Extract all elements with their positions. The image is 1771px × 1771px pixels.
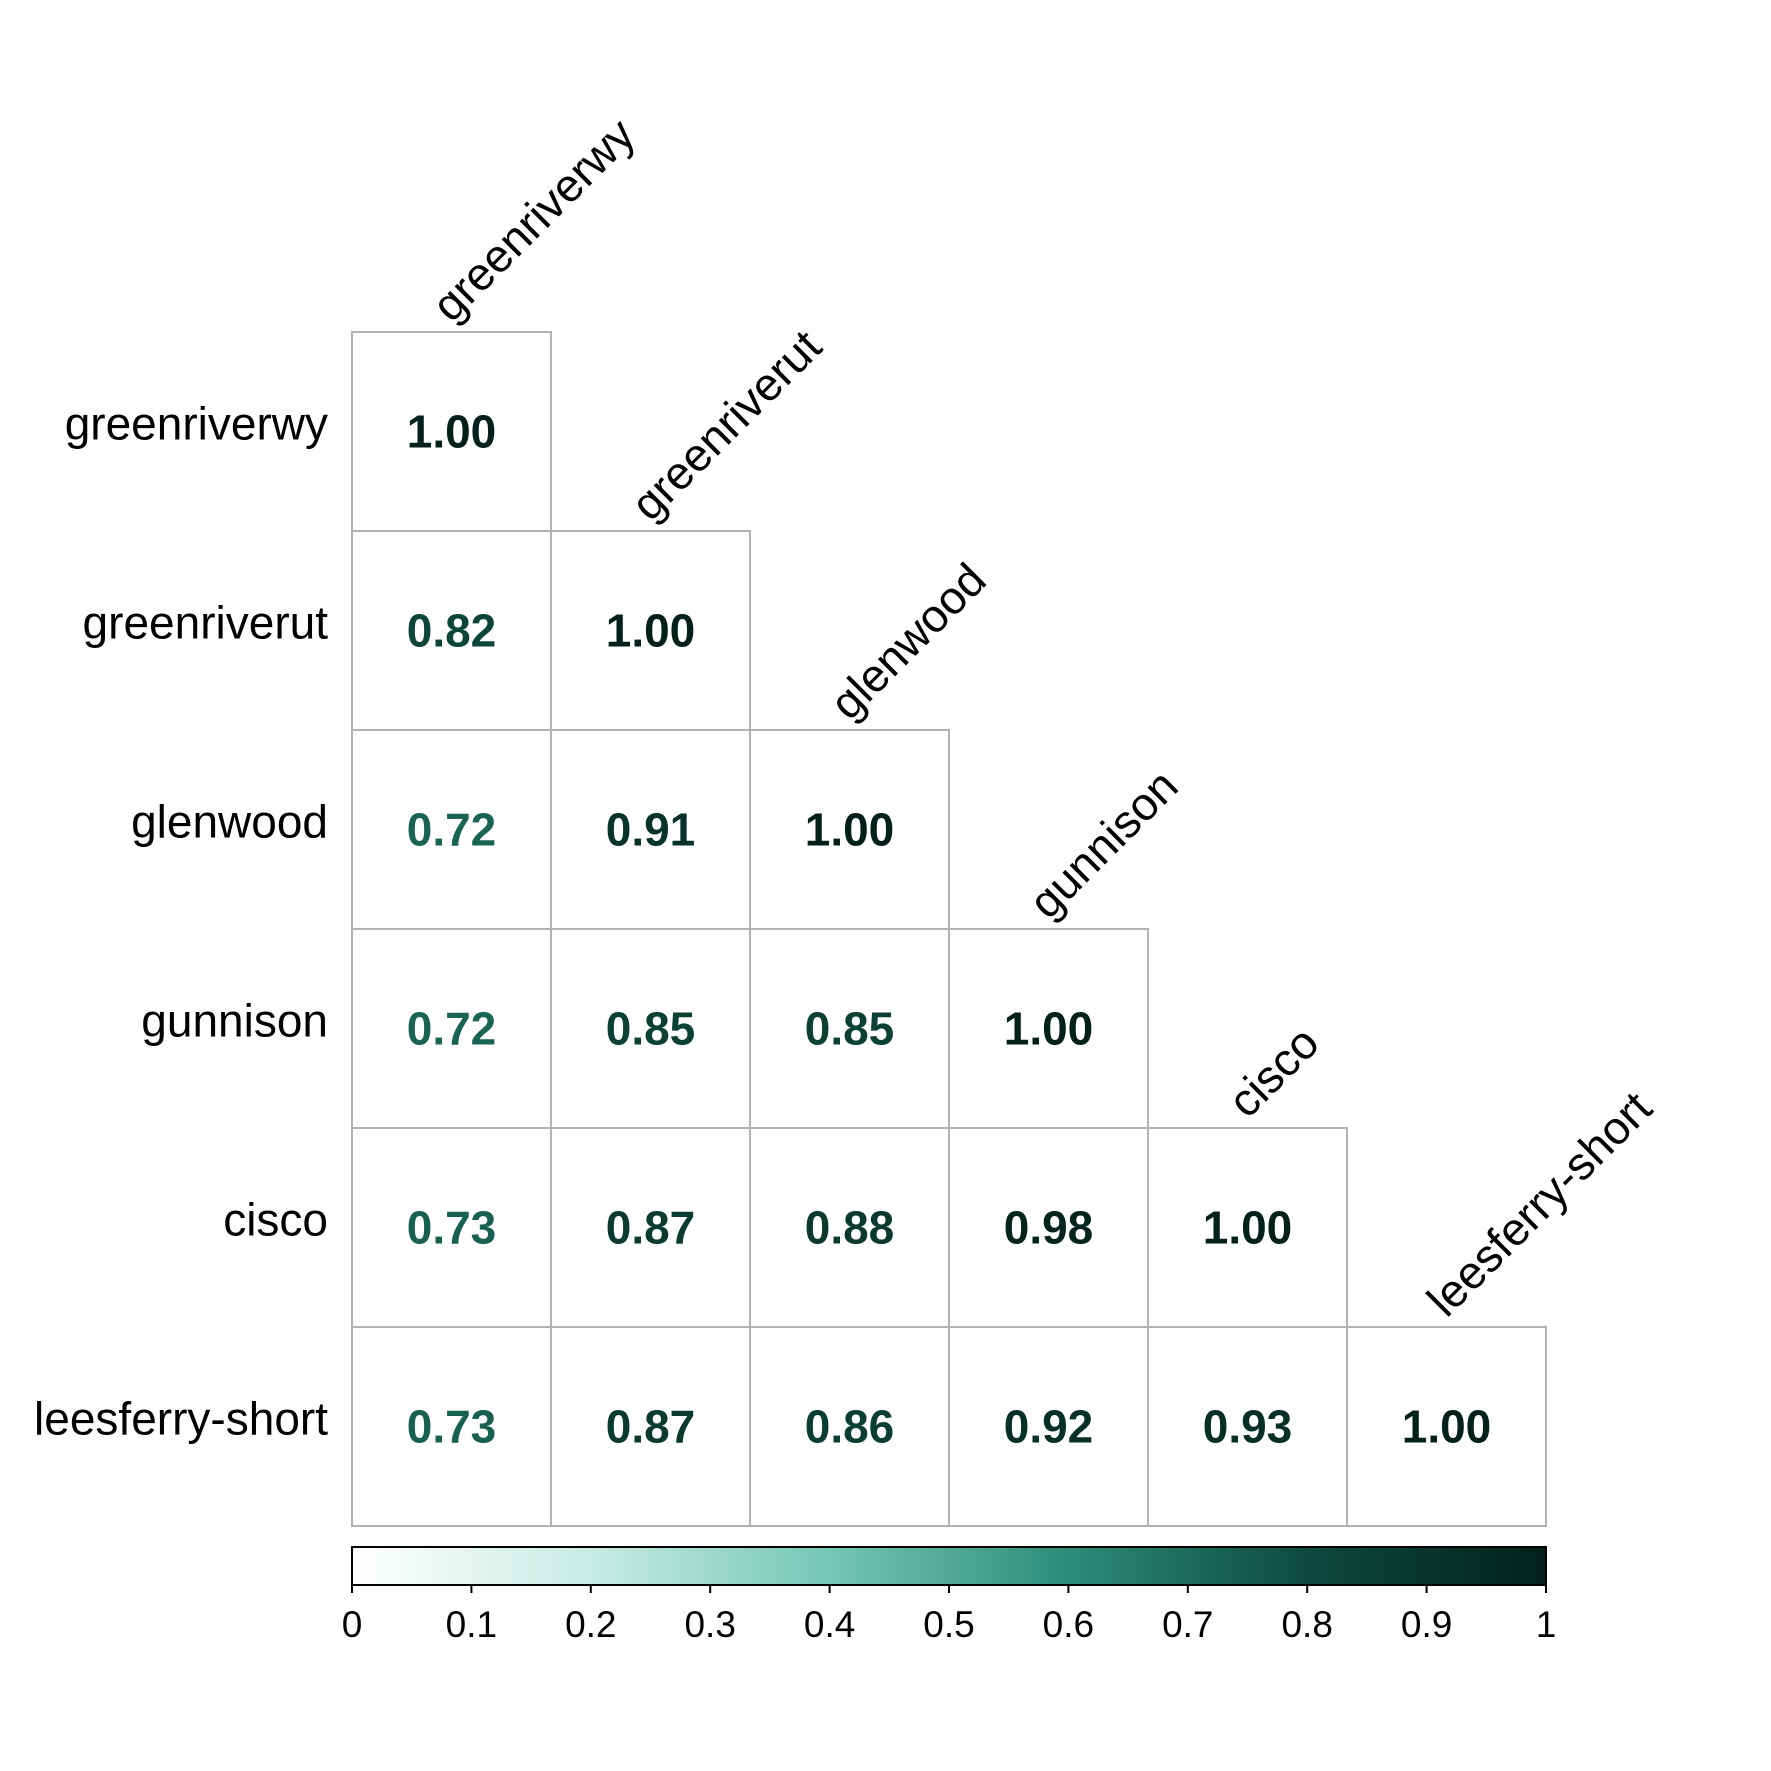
column-label-gunnison: gunnison [1019, 759, 1188, 928]
matrix-cell-gunnison-gunnison [948, 928, 1149, 1129]
matrix-cell-cisco-greenriverut [550, 1127, 751, 1328]
cell-value-greenriverwy-greenriverwy: 1.00 [407, 406, 497, 458]
cell-value-leesferry-short-greenriverut: 0.87 [606, 1401, 696, 1453]
colorbar: 0 0.1 0.2 0.3 0.4 0.5 0.6 0.7 0.8 0.9 1 [342, 1546, 1557, 1645]
colorbar-tick-label: 0.1 [446, 1604, 497, 1645]
row-label-greenriverut: greenriverut [83, 597, 329, 649]
cell-value-glenwood-greenriverwy: 0.72 [407, 804, 497, 856]
matrix-cell-greenriverut-greenriverwy [351, 530, 552, 731]
matrix-cell-leesferry-short-greenriverwy [351, 1326, 552, 1527]
row-label-glenwood: glenwood [131, 796, 328, 848]
matrix-cell-leesferry-short-greenriverut [550, 1326, 751, 1527]
colorbar-tick-label: 0.2 [565, 1604, 616, 1645]
row-labels: greenriverwy greenriverut glenwood gunnison… [34, 398, 328, 1445]
matrix-cell-leesferry-short-glenwood [749, 1326, 950, 1527]
cell-value-greenriverut-greenriverut: 1.00 [606, 605, 696, 657]
cell-value-glenwood-greenriverut: 0.91 [606, 804, 696, 856]
matrix-cell-greenriverut-greenriverut [550, 530, 751, 731]
row-label-gunnison: gunnison [141, 995, 328, 1047]
column-label-leesferry-short: leesferry-short [1417, 1081, 1662, 1326]
cell-value-gunnison-greenriverwy: 0.72 [407, 1003, 497, 1055]
cell-value-leesferry-short-glenwood: 0.86 [805, 1401, 895, 1453]
matrix-cell-leesferry-short-cisco [1147, 1326, 1348, 1527]
cell-value-cisco-greenriverut: 0.87 [606, 1202, 696, 1254]
cell-value-gunnison-gunnison: 1.00 [1004, 1003, 1094, 1055]
matrix-cell-cisco-cisco [1147, 1127, 1348, 1328]
column-label-glenwood: glenwood [820, 553, 996, 729]
matrix-cell-cisco-glenwood [749, 1127, 950, 1328]
colorbar-tick-label: 0.5 [923, 1604, 974, 1645]
matrix-cell-glenwood-greenriverut [550, 729, 751, 930]
colorbar-tick-label: 0.4 [804, 1604, 855, 1645]
row-label-cisco: cisco [223, 1194, 328, 1246]
matrix-cell-leesferry-short-leesferry-short [1346, 1326, 1547, 1527]
cell-value-leesferry-short-leesferry-short: 1.00 [1402, 1401, 1492, 1453]
colorbar-tick-label: 1 [1536, 1604, 1557, 1645]
cell-value-cisco-greenriverwy: 0.73 [407, 1202, 497, 1254]
colorbar-gradient [351, 1546, 1547, 1586]
colorbar-tick-label: 0 [342, 1604, 363, 1645]
cell-value-glenwood-glenwood: 1.00 [805, 804, 895, 856]
matrix-cell-glenwood-greenriverwy [351, 729, 552, 930]
matrix-cells: 1.00 0.82 1.00 0.72 0.91 1.00 0.72 0.85 0.85 1.00… [351, 331, 1547, 1527]
cell-value-cisco-cisco: 1.00 [1203, 1202, 1293, 1254]
row-label-greenriverwy: greenriverwy [65, 398, 328, 450]
colorbar-tick-label: 0.8 [1281, 1604, 1332, 1645]
matrix-cell-greenriverwy-greenriverwy [351, 331, 552, 532]
cell-value-cisco-glenwood: 0.88 [805, 1202, 895, 1254]
cell-value-leesferry-short-greenriverwy: 0.73 [407, 1401, 497, 1453]
cell-value-gunnison-greenriverut: 0.85 [606, 1003, 696, 1055]
row-label-leesferry-short: leesferry-short [34, 1393, 328, 1445]
cell-value-cisco-gunnison: 0.98 [1004, 1202, 1094, 1254]
matrix-cell-gunnison-greenriverut [550, 928, 751, 1129]
column-label-greenriverut: greenriverut [621, 320, 831, 530]
colorbar-tick-label: 0.6 [1043, 1604, 1094, 1645]
colorbar-tick-label: 0.3 [684, 1604, 735, 1645]
matrix-cell-cisco-gunnison [948, 1127, 1149, 1328]
colorbar-tick-label: 0.9 [1401, 1604, 1452, 1645]
matrix-cell-glenwood-glenwood [749, 729, 950, 930]
cell-value-leesferry-short-gunnison: 0.92 [1004, 1401, 1094, 1453]
column-label-greenriverwy: greenriverwy [422, 108, 645, 331]
column-label-cisco: cisco [1218, 1016, 1329, 1127]
matrix-cell-leesferry-short-gunnison [948, 1326, 1149, 1527]
cell-value-gunnison-glenwood: 0.85 [805, 1003, 895, 1055]
colorbar-tick-label: 0.7 [1162, 1604, 1213, 1645]
cell-value-leesferry-short-cisco: 0.93 [1203, 1401, 1293, 1453]
cell-value-greenriverut-greenriverwy: 0.82 [407, 605, 497, 657]
